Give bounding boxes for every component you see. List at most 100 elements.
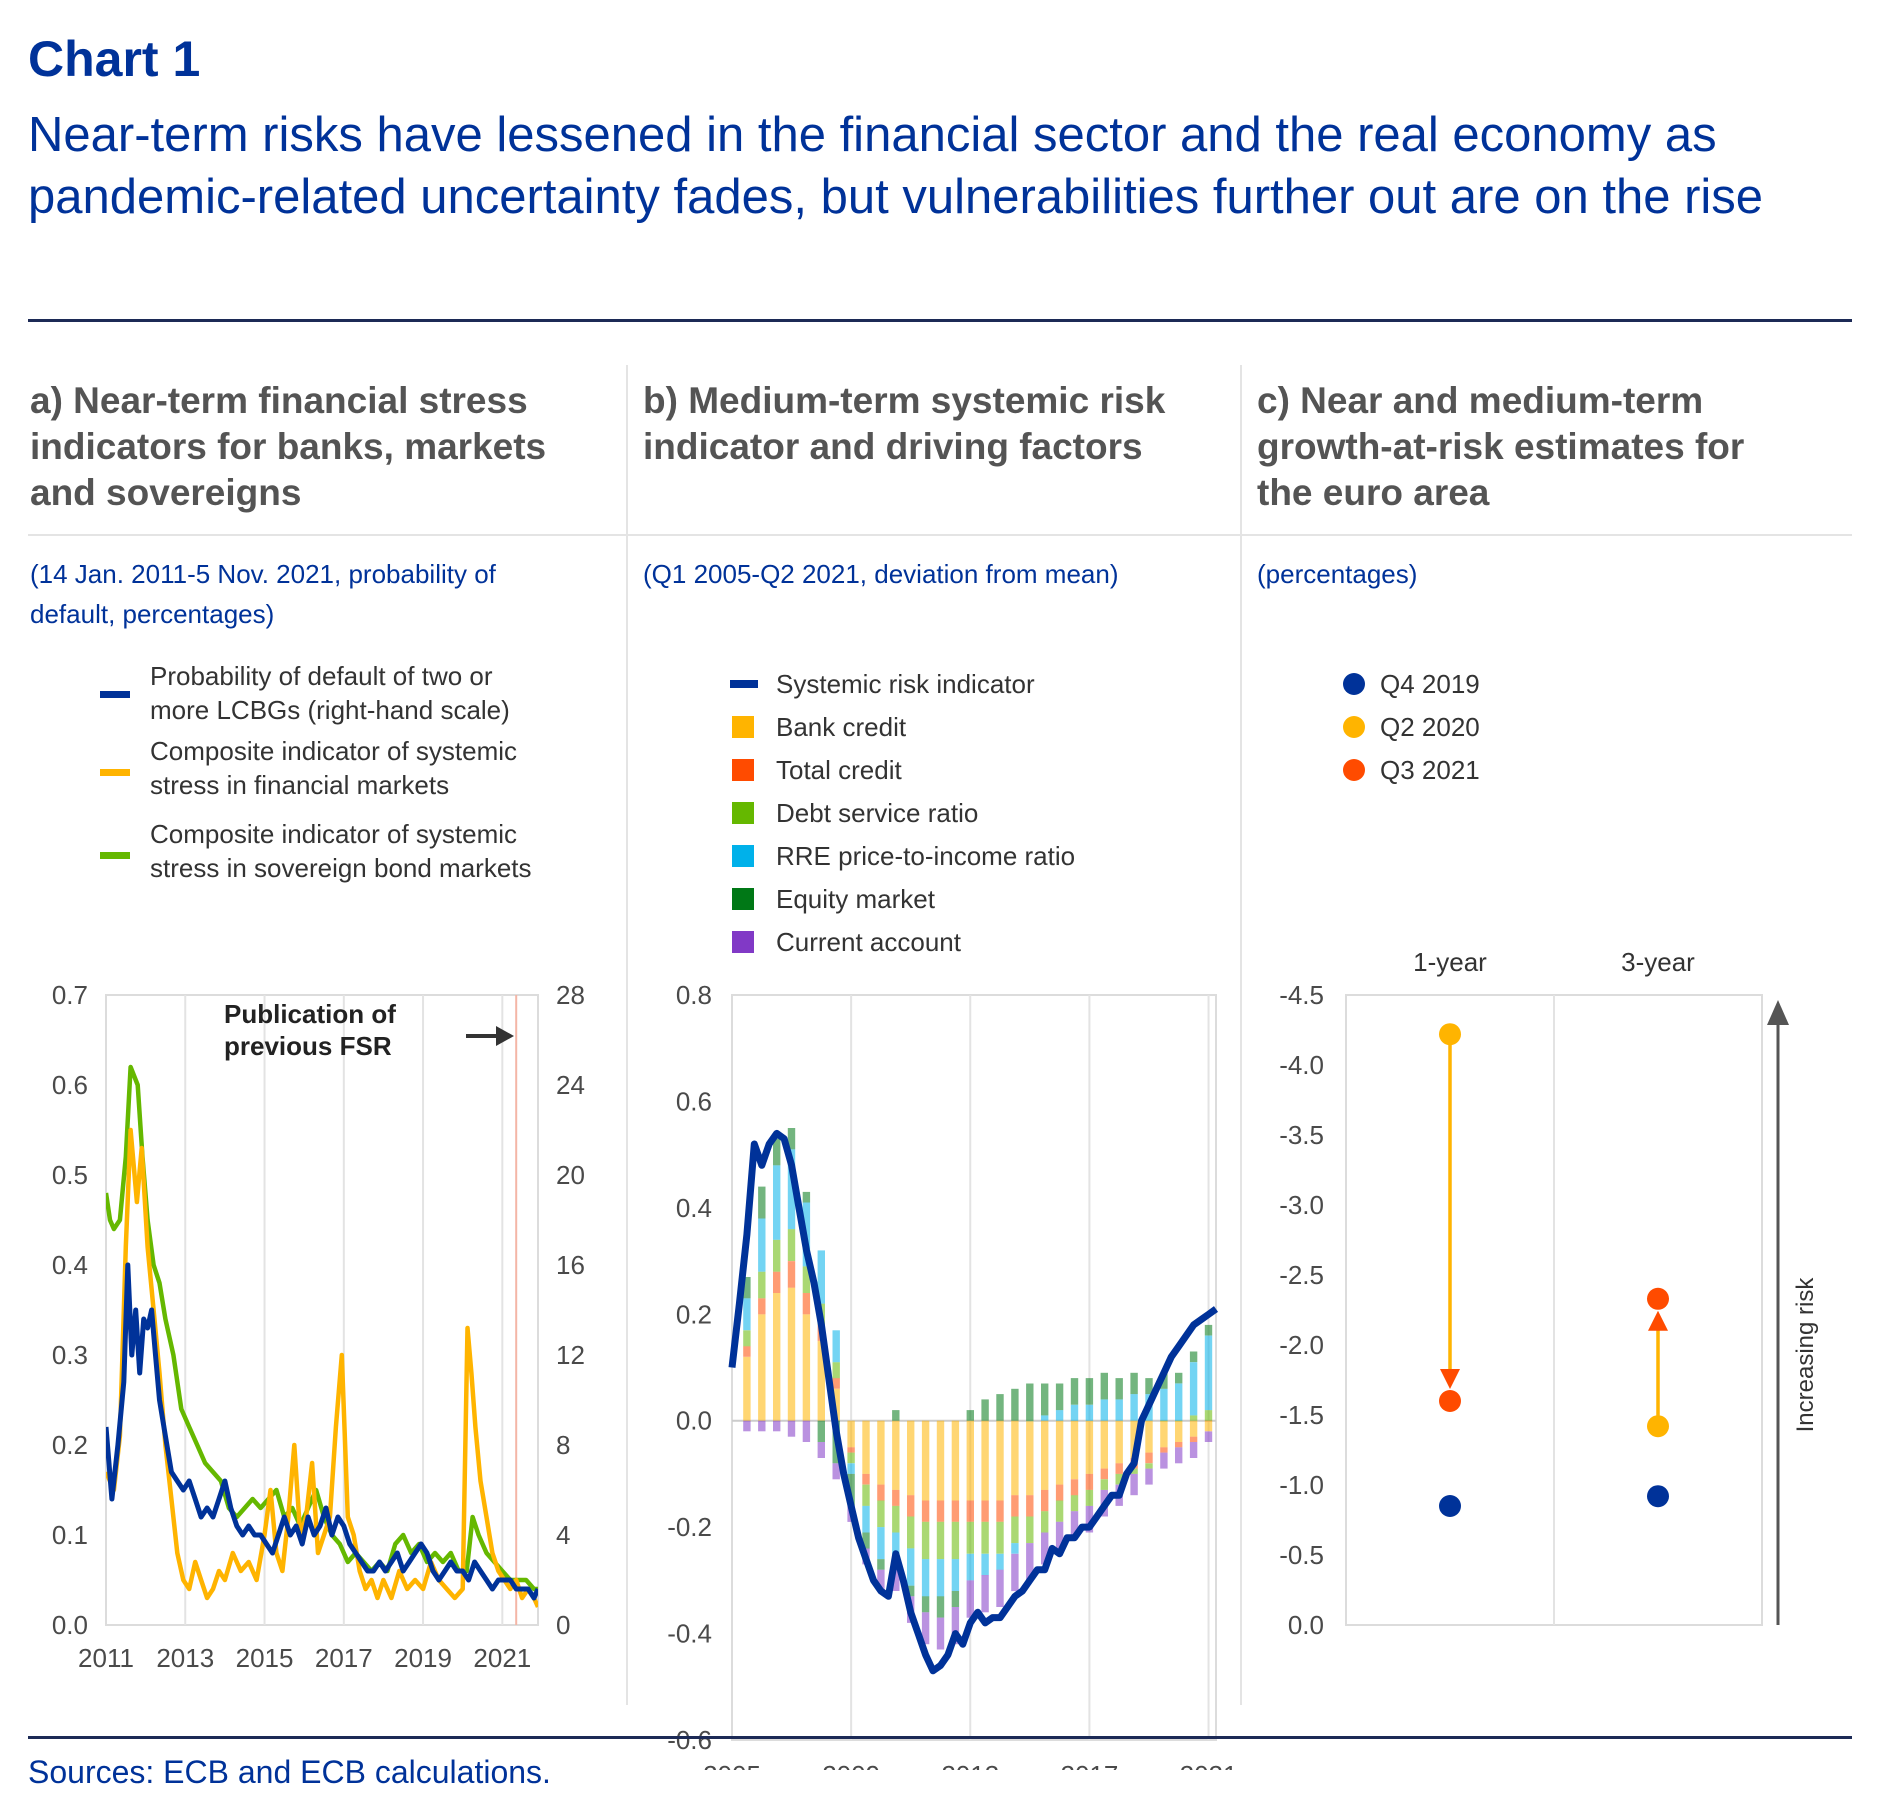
bar-segment (1011, 1420, 1019, 1496)
y-right-tick-label: 24 (556, 1070, 585, 1100)
bar-segment (1175, 1442, 1183, 1448)
x-tick-label: 2019 (394, 1643, 452, 1673)
bar-segment (758, 1314, 766, 1421)
bar-segment (1055, 1500, 1064, 1522)
bar-segment (966, 1420, 974, 1501)
bar-segment (847, 1420, 855, 1448)
bar-segment (862, 1505, 870, 1533)
bar-segment (773, 1138, 781, 1166)
bar-segment (832, 1378, 840, 1389)
y-right-tick-label: 4 (556, 1520, 570, 1550)
bar-segment (1055, 1410, 1064, 1421)
bar-segment (951, 1559, 960, 1591)
bar-segment (1041, 1383, 1049, 1416)
bar-segment (892, 1564, 900, 1591)
bar-segment (981, 1500, 989, 1522)
bar-segment (877, 1527, 885, 1559)
y-tick-label: -4.5 (1279, 980, 1324, 1010)
bar-segment (1026, 1516, 1034, 1544)
bar-segment (921, 1612, 930, 1645)
bar-segment (921, 1521, 930, 1560)
bar-segment (1115, 1420, 1123, 1464)
point-q3-2021 (1647, 1287, 1669, 1310)
bar-segment (981, 1521, 989, 1554)
bar-segment (1041, 1511, 1049, 1533)
legend-swatch (732, 888, 754, 910)
bar-segment (758, 1298, 766, 1315)
bar-segment (1085, 1378, 1094, 1405)
bar-segment (1175, 1383, 1183, 1421)
x-tick-label: 2005 (703, 1760, 761, 1770)
point-q2-2020 (1439, 1023, 1461, 1046)
bar-segment (1145, 1463, 1153, 1469)
y-right-tick-label: 0 (556, 1610, 570, 1640)
legend-label-lcbg-1: Probability of default of two or (150, 661, 493, 691)
bar-segment (877, 1569, 885, 1591)
bar-segment (951, 1500, 960, 1522)
bar-segment (936, 1420, 945, 1501)
bar-segment (773, 1271, 781, 1293)
bar-segment (981, 1553, 989, 1576)
bar-segment (1041, 1489, 1049, 1512)
bar-segment (1085, 1489, 1094, 1506)
y-tick-label: 0.0 (1288, 1610, 1324, 1640)
bar-segment (802, 1266, 811, 1293)
bar-segment (996, 1420, 1004, 1501)
y-right-tick-label: 12 (556, 1340, 585, 1370)
legend-dot (1343, 759, 1365, 781)
bar-segment (921, 1420, 930, 1501)
bar-segment (1041, 1532, 1049, 1565)
bar-segment (773, 1420, 781, 1432)
legend-dot (1343, 673, 1365, 695)
x-tick-label: 2017 (315, 1643, 373, 1673)
bar-segment (1189, 1442, 1198, 1458)
bar-segment (1070, 1420, 1079, 1480)
bar-segment (877, 1484, 885, 1501)
bar-segment (1070, 1511, 1079, 1538)
bar-segment (966, 1553, 974, 1581)
bar-segment (817, 1250, 825, 1304)
bar-segment (787, 1287, 796, 1421)
panel-a-chart: Probability of default of two or more LC… (52, 661, 585, 1673)
bar-segment (1026, 1383, 1034, 1421)
bar-segment (1026, 1420, 1034, 1496)
y-tick-label: -3.5 (1279, 1120, 1324, 1150)
legend-swatch (732, 716, 754, 738)
legend-swatch (732, 759, 754, 781)
bar-segment (907, 1516, 915, 1549)
plot-frame (105, 994, 539, 1626)
bar-segment (921, 1596, 930, 1613)
annotation-arrow-icon (496, 1026, 514, 1046)
bar-segment (1055, 1383, 1064, 1411)
bar-segment (907, 1420, 915, 1496)
x-tick-label: 2013 (156, 1643, 214, 1673)
bar-segment (1026, 1420, 1034, 1422)
y-left-tick-label: 0.1 (52, 1520, 88, 1550)
bar-segment (1160, 1420, 1168, 1448)
y-tick-label: -0.4 (667, 1619, 712, 1649)
bar-segment (1175, 1447, 1183, 1464)
legend-label-sovereign-1: Composite indicator of systemic (150, 819, 517, 849)
bar-segment (1115, 1378, 1123, 1400)
legend-label-financial-2: stress in financial markets (150, 770, 449, 800)
bar-segment (1175, 1372, 1183, 1384)
bar-segment (1145, 1468, 1153, 1485)
panel-c-legend: Q4 2019 Q2 2020 Q3 2021 (1343, 669, 1480, 785)
bar-segment (1100, 1420, 1108, 1469)
x-tick-label: 2013 (941, 1760, 999, 1770)
bar-segment (862, 1484, 870, 1506)
point-q2-2020 (1647, 1415, 1669, 1438)
bar-segment (743, 1277, 751, 1299)
sources-note: Sources: ECB and ECB calculations. (28, 1754, 551, 1790)
bar-segment (758, 1186, 766, 1219)
legend-label: Bank credit (776, 712, 907, 742)
bar-segment (1130, 1372, 1138, 1395)
bar-segment (787, 1229, 796, 1261)
bar-segment (743, 1356, 751, 1421)
bar-segment (1204, 1420, 1213, 1422)
bar-segment (996, 1553, 1004, 1570)
panel-a-subtitle: (14 Jan. 2011-5 Nov. 2021, probability o… (30, 559, 496, 629)
series-lcbg-default-line (106, 1262, 538, 1601)
bar-segment (773, 1239, 781, 1272)
bar-segment (877, 1559, 885, 1570)
